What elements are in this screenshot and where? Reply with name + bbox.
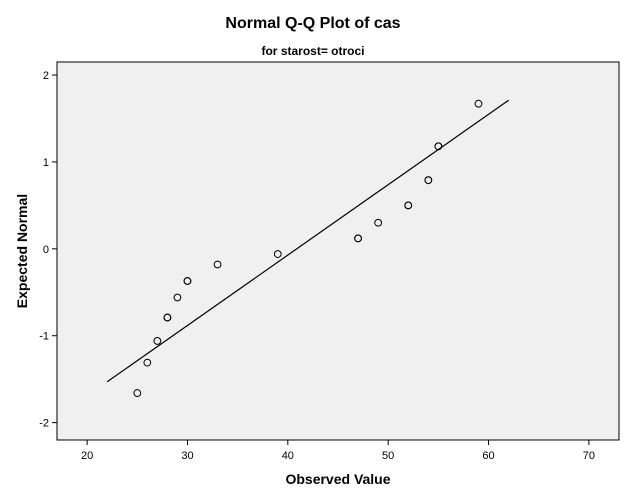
x-axis-title: Observed Value xyxy=(285,471,390,487)
y-tick-label: -2 xyxy=(39,418,49,430)
data-point xyxy=(424,176,433,185)
data-point xyxy=(173,293,182,302)
chart-subtitle: for starost= otroci xyxy=(261,44,364,58)
y-tick-label: 0 xyxy=(43,244,49,256)
x-tick-label: 70 xyxy=(583,450,595,462)
data-point xyxy=(213,260,222,269)
y-tick-label: 2 xyxy=(43,70,49,82)
data-point xyxy=(374,218,383,227)
data-point xyxy=(273,250,282,258)
y-axis-ticks: -2 -1 0 1 2 xyxy=(39,70,57,430)
data-point xyxy=(354,234,362,243)
data-point xyxy=(153,337,162,345)
data-point xyxy=(183,277,192,285)
x-axis-ticks: 20 30 40 50 60 70 xyxy=(81,440,595,462)
x-tick-label: 20 xyxy=(81,450,93,462)
y-tick-label: -1 xyxy=(39,331,49,343)
data-point xyxy=(474,99,483,108)
y-tick-label: 1 xyxy=(43,157,49,169)
plot-area xyxy=(56,61,620,441)
data-point xyxy=(404,201,413,210)
data-point xyxy=(133,389,142,397)
y-axis-title: Expected Normal xyxy=(14,194,30,308)
x-tick-label: 50 xyxy=(382,450,394,462)
data-point xyxy=(434,142,443,151)
x-tick-label: 40 xyxy=(282,450,294,462)
data-point xyxy=(163,313,172,322)
data-point xyxy=(143,358,152,367)
points-group xyxy=(133,99,483,397)
x-tick-label: 30 xyxy=(181,450,193,462)
x-tick-label: 60 xyxy=(482,450,494,462)
chart-title: Normal Q-Q Plot of cas xyxy=(225,15,400,32)
